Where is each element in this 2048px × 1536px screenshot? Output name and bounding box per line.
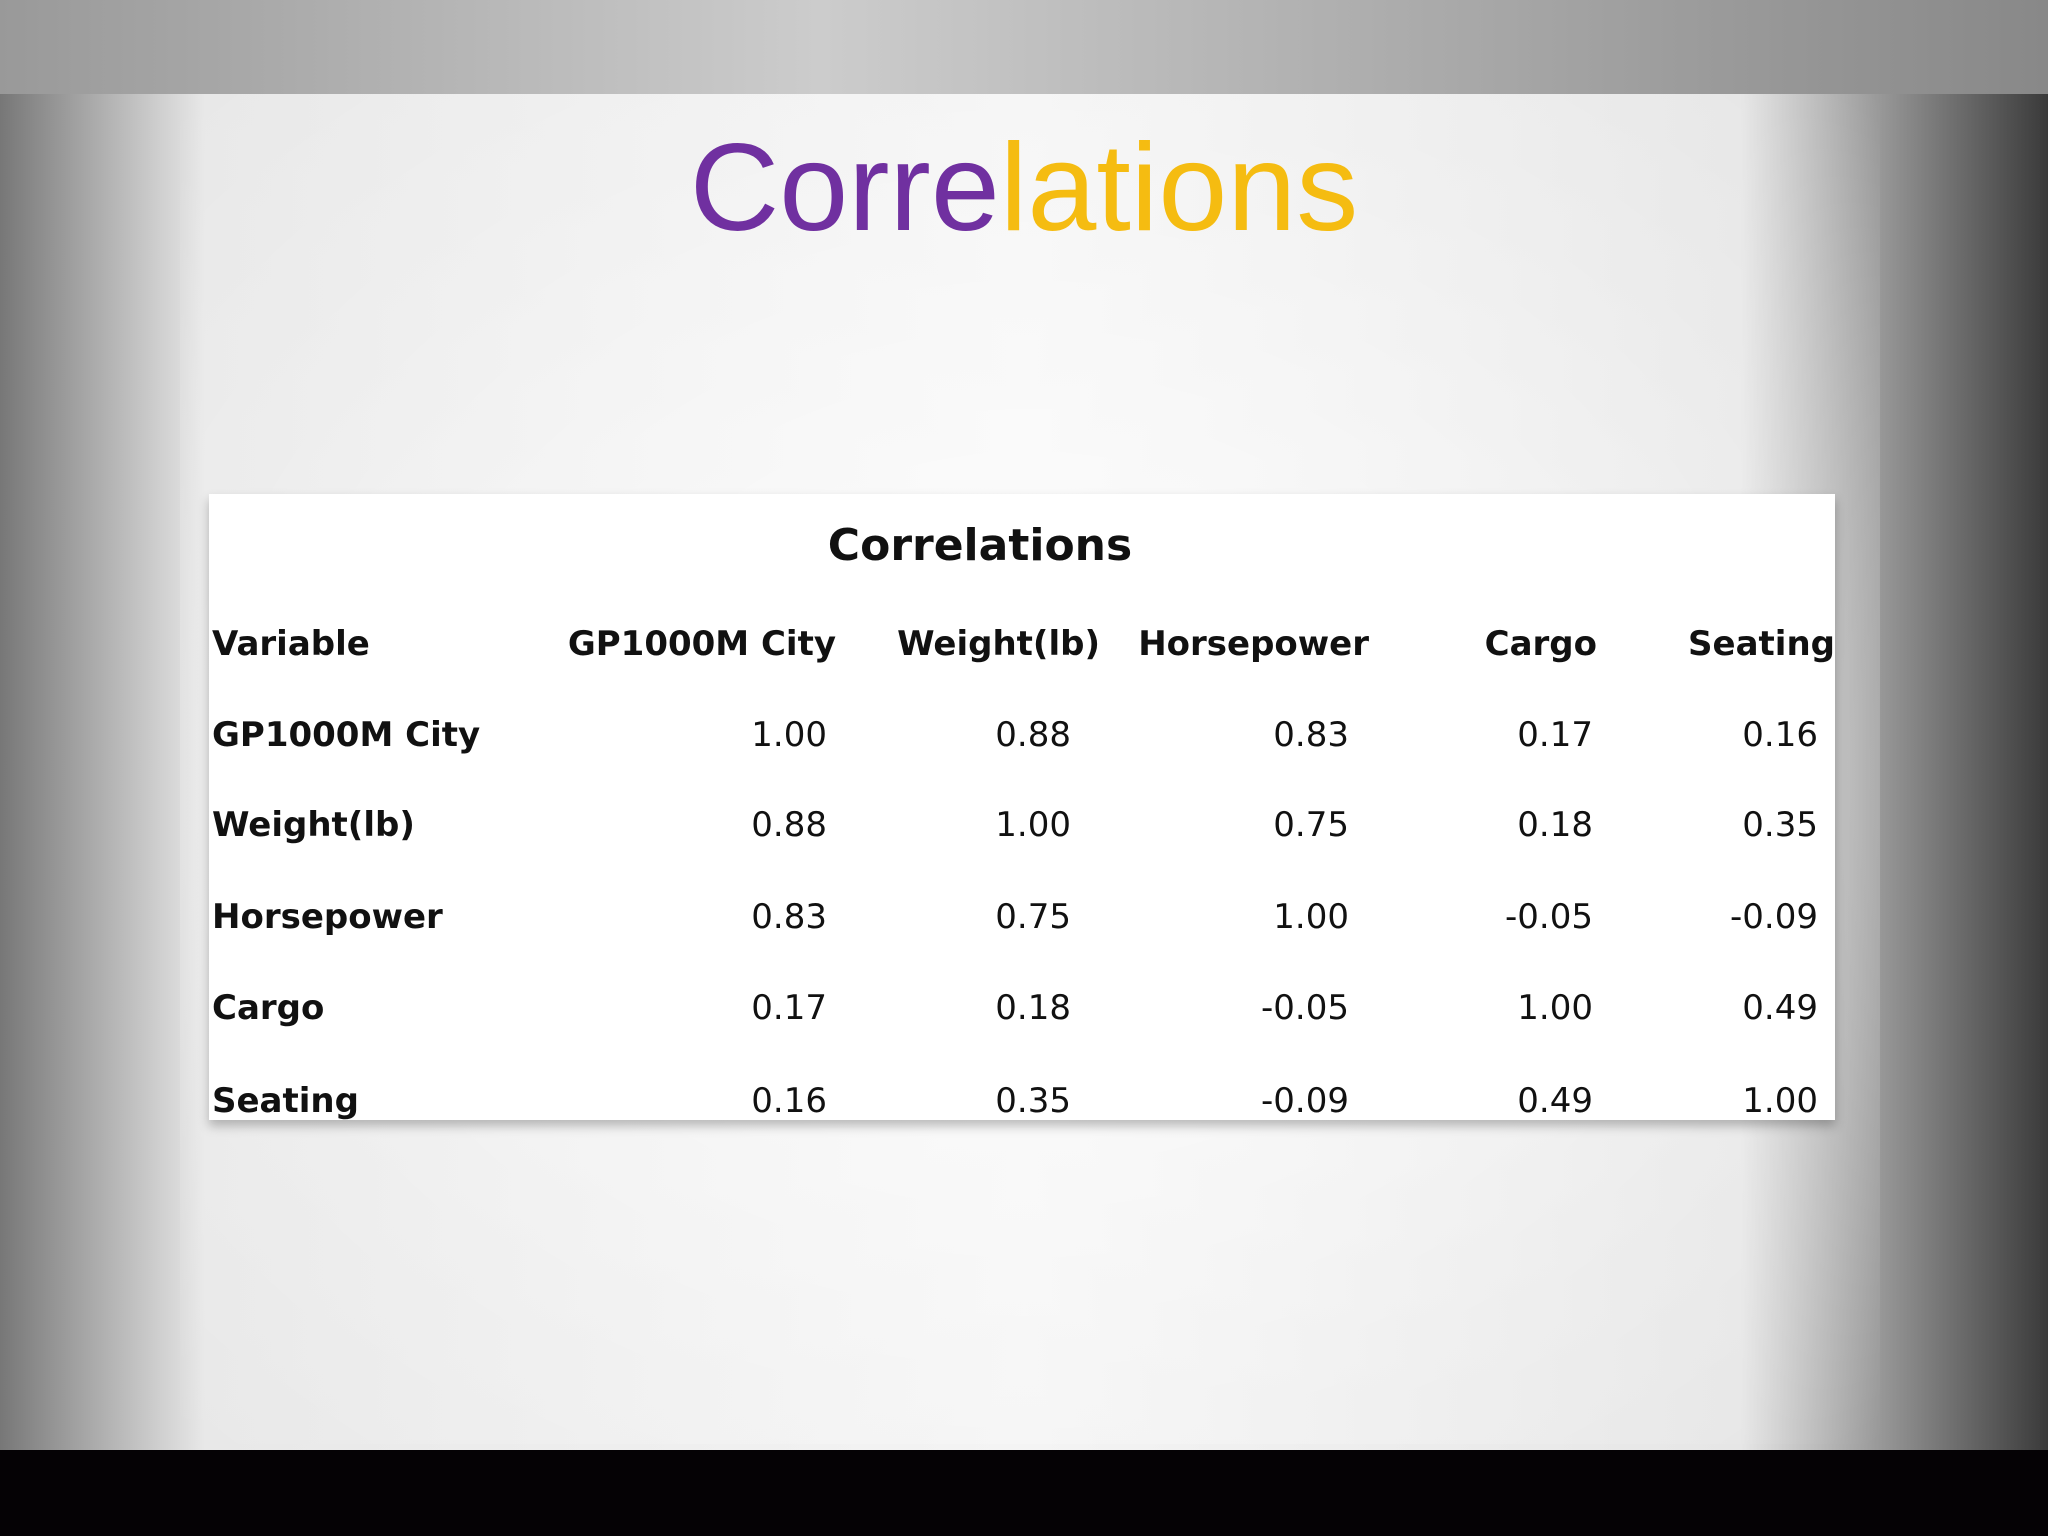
row-label: GP1000M City — [212, 715, 481, 755]
table-cell: 0.16 — [1742, 715, 1818, 755]
table-cell: -0.05 — [1505, 897, 1593, 937]
column-header: Cargo — [1484, 624, 1597, 664]
top-band — [0, 0, 2048, 94]
title-part: lations — [999, 119, 1359, 257]
table-cell: 0.35 — [995, 1081, 1071, 1121]
row-label: Cargo — [212, 988, 325, 1028]
column-header: Seating — [1688, 624, 1835, 664]
table-cell: 0.17 — [1517, 715, 1593, 755]
row-label: Horsepower — [212, 897, 443, 937]
table-cell: 1.00 — [1517, 988, 1593, 1028]
column-header: Variable — [212, 624, 370, 664]
table-cell: 1.00 — [751, 715, 827, 755]
table-panel — [209, 494, 1835, 1120]
table-cell: 0.49 — [1742, 988, 1818, 1028]
table-cell: -0.09 — [1730, 897, 1818, 937]
table-cell: 0.88 — [751, 805, 827, 845]
table-cell: 1.00 — [1273, 897, 1349, 937]
table-cell: 0.75 — [995, 897, 1071, 937]
table-cell: 0.16 — [751, 1081, 827, 1121]
column-header: Horsepower — [1138, 624, 1369, 664]
table-cell: 1.00 — [1742, 1081, 1818, 1121]
table-cell: 0.75 — [1273, 805, 1349, 845]
table-cell: -0.09 — [1261, 1081, 1349, 1121]
table-cell: 0.88 — [995, 715, 1071, 755]
table-cell: 0.17 — [751, 988, 827, 1028]
row-label: Seating — [212, 1081, 359, 1121]
table-cell: 0.18 — [1517, 805, 1593, 845]
row-label: Weight(lb) — [212, 805, 415, 845]
table-cell: 0.49 — [1517, 1081, 1593, 1121]
column-header: Weight(lb) — [897, 624, 1100, 664]
column-header: GP1000M City — [567, 624, 836, 664]
bottom-band — [0, 1450, 2048, 1536]
title-part: Corre — [689, 119, 1000, 257]
table-cell: -0.05 — [1261, 988, 1349, 1028]
table-cell: 1.00 — [995, 805, 1071, 845]
table-cell: 0.18 — [995, 988, 1071, 1028]
table-cell: 0.35 — [1742, 805, 1818, 845]
table-cell: 0.83 — [1273, 715, 1349, 755]
table-title: Correlations — [827, 520, 1133, 571]
table-cell: 0.83 — [751, 897, 827, 937]
slide-title: Correlations — [0, 118, 2048, 258]
